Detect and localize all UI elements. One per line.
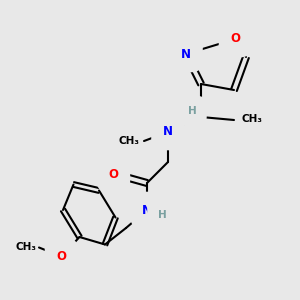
Text: N: N (163, 125, 173, 139)
Text: O: O (108, 167, 118, 181)
Text: H: H (158, 209, 166, 220)
Text: CH₃: CH₃ (242, 113, 262, 124)
Text: H: H (188, 106, 196, 116)
Text: O: O (230, 32, 241, 46)
Text: CH₃: CH₃ (15, 242, 36, 253)
Text: O: O (56, 250, 67, 263)
Text: CH₃: CH₃ (118, 136, 140, 146)
Text: N: N (142, 203, 152, 217)
Text: N: N (181, 47, 191, 61)
